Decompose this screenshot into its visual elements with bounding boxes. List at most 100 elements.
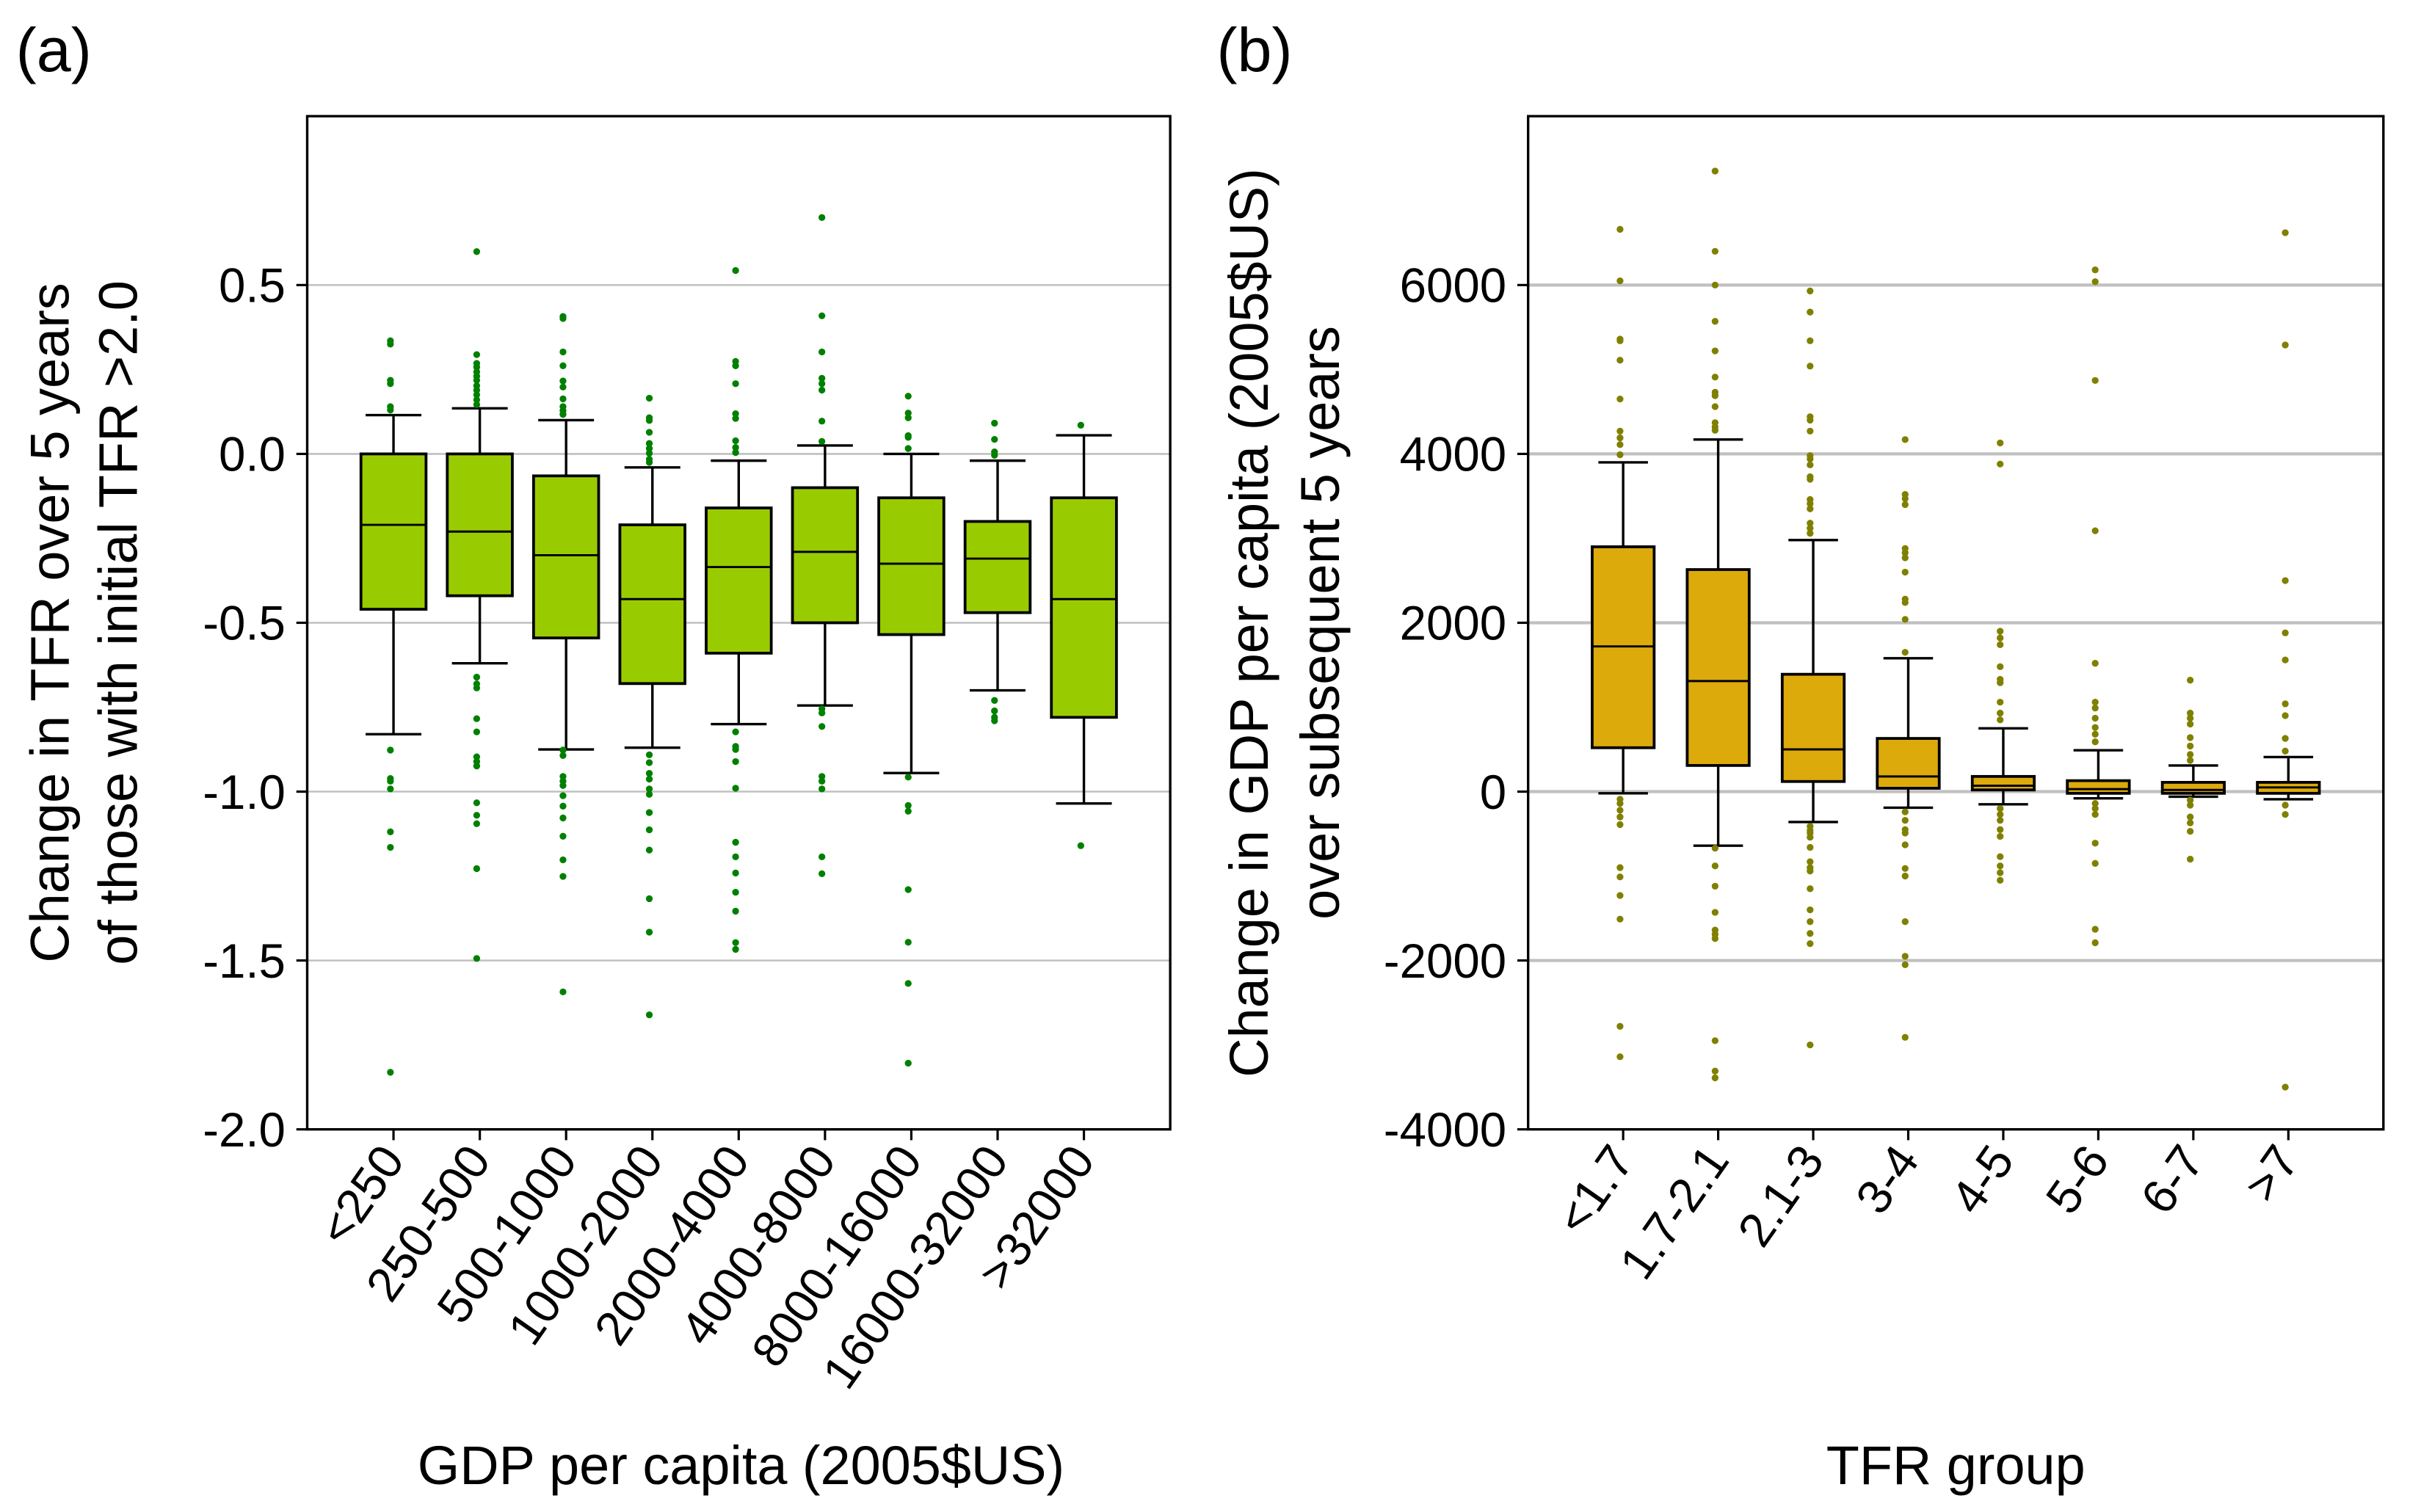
outlier-point xyxy=(1901,436,1909,443)
outlier-point xyxy=(1997,663,2004,670)
box-2.1-3 xyxy=(1780,287,1846,1049)
outlier-point xyxy=(2091,840,2099,847)
outlier-point xyxy=(1901,568,1909,576)
outlier-point xyxy=(991,697,998,704)
outlier-point xyxy=(1901,918,1909,926)
outlier-point xyxy=(732,853,739,860)
panel-a-y-axis-label-line1: Change in TFR over 5 years xyxy=(19,283,80,962)
outlier-point xyxy=(1807,834,1814,841)
panel-a-boxes xyxy=(359,214,1118,1076)
y-tick-label: 2000 xyxy=(1400,597,1507,650)
outlier-point xyxy=(387,828,394,835)
outlier-point xyxy=(559,832,567,840)
outlier-point xyxy=(1901,495,1909,503)
box-5-6 xyxy=(2066,266,2131,947)
outlier-point xyxy=(1807,461,1814,469)
outlier-point xyxy=(559,773,567,780)
outlier-point xyxy=(1616,892,1624,899)
box-250-500 xyxy=(446,248,514,962)
outlier-point xyxy=(387,406,394,414)
outlier-point xyxy=(559,988,567,996)
outlier-point xyxy=(1616,357,1624,364)
box->32000 xyxy=(1050,421,1118,849)
outlier-point xyxy=(645,928,653,936)
iqr-box xyxy=(963,520,1032,614)
outlier-point xyxy=(2186,709,2194,717)
outlier-point xyxy=(1616,225,1624,233)
iqr-box xyxy=(618,523,686,686)
outlier-point xyxy=(732,907,739,915)
outlier-point xyxy=(904,1059,912,1067)
outlier-point xyxy=(2091,926,2099,933)
box-2000-4000 xyxy=(705,266,773,953)
outlier-point xyxy=(559,395,567,403)
outlier-point xyxy=(904,393,912,400)
outlier-point xyxy=(645,809,653,816)
outlier-point xyxy=(559,362,567,369)
outlier-point xyxy=(1901,554,1909,561)
x-tick-label: 4-5 xyxy=(1940,1135,2024,1223)
outlier-point xyxy=(2186,734,2194,741)
outlier-point xyxy=(645,445,653,452)
outlier-point xyxy=(1616,451,1624,459)
outlier-point xyxy=(645,417,653,424)
outlier-point xyxy=(1997,869,2004,876)
outlier-point xyxy=(1901,961,1909,969)
outlier-point xyxy=(1616,277,1624,285)
outlier-point xyxy=(645,440,653,447)
outlier-point xyxy=(2091,730,2099,738)
outlier-point xyxy=(559,873,567,880)
outlier-point xyxy=(473,684,481,691)
outlier-point xyxy=(1807,885,1814,893)
outlier-point xyxy=(2091,698,2099,706)
iqr-box xyxy=(359,452,428,611)
box-4000-8000 xyxy=(791,214,860,877)
outlier-point xyxy=(559,802,567,810)
outlier-point xyxy=(1711,281,1719,289)
outlier-point xyxy=(1997,853,2004,860)
outlier-point xyxy=(473,799,481,807)
x-tick-label: 5-6 xyxy=(2036,1135,2119,1223)
outlier-point xyxy=(559,746,567,754)
outlier-point xyxy=(2282,747,2289,755)
outlier-point xyxy=(904,807,912,815)
outlier-point xyxy=(1616,427,1624,435)
outlier-point xyxy=(2186,677,2194,684)
outlier-point xyxy=(559,856,567,864)
iqr-box xyxy=(531,474,600,640)
y-tick-label: 6000 xyxy=(1400,259,1507,313)
outlier-point xyxy=(473,753,481,760)
outlier-point xyxy=(2186,742,2194,750)
outlier-point xyxy=(1997,810,2004,818)
outlier-point xyxy=(1807,476,1814,483)
outlier-point xyxy=(645,394,653,402)
panel-a-tfr-change-by-gdp: (a) 0.5 0.0 -0.5 -1.0 -1.5 -2.0 <250250-50050… xyxy=(16,15,1172,1496)
outlier-point xyxy=(645,826,653,834)
outlier-point xyxy=(819,777,826,785)
panel-a-x-axis: <250250-500500-10001000-20002000-4000400… xyxy=(308,1129,1105,1398)
panel-a-label: (a) xyxy=(16,15,92,84)
outlier-point xyxy=(991,707,998,715)
outlier-point xyxy=(1711,374,1719,381)
y-tick-label: 0.5 xyxy=(219,259,286,313)
outlier-point xyxy=(904,410,912,417)
iqr-box xyxy=(1050,496,1118,719)
outlier-point xyxy=(2282,229,2289,236)
outlier-point xyxy=(732,945,739,953)
box-<250 xyxy=(359,337,428,1076)
outlier-point xyxy=(645,751,653,759)
outlier-point xyxy=(1901,616,1909,623)
panel-b-x-axis: <1.71.7-2.12.1-3 3-4 4-5 5-6 6-7 >7 xyxy=(1546,1129,2309,1289)
outlier-point xyxy=(559,814,567,822)
outlier-point xyxy=(1807,416,1814,424)
outlier-point xyxy=(732,728,739,735)
outlier-point xyxy=(1901,841,1909,848)
outlier-point xyxy=(559,377,567,385)
outlier-point xyxy=(732,410,739,418)
outlier-point xyxy=(1711,844,1719,852)
outlier-point xyxy=(1711,1074,1719,1082)
iqr-box xyxy=(1970,774,2036,792)
outlier-point xyxy=(732,869,739,877)
outlier-point xyxy=(1901,1033,1909,1041)
